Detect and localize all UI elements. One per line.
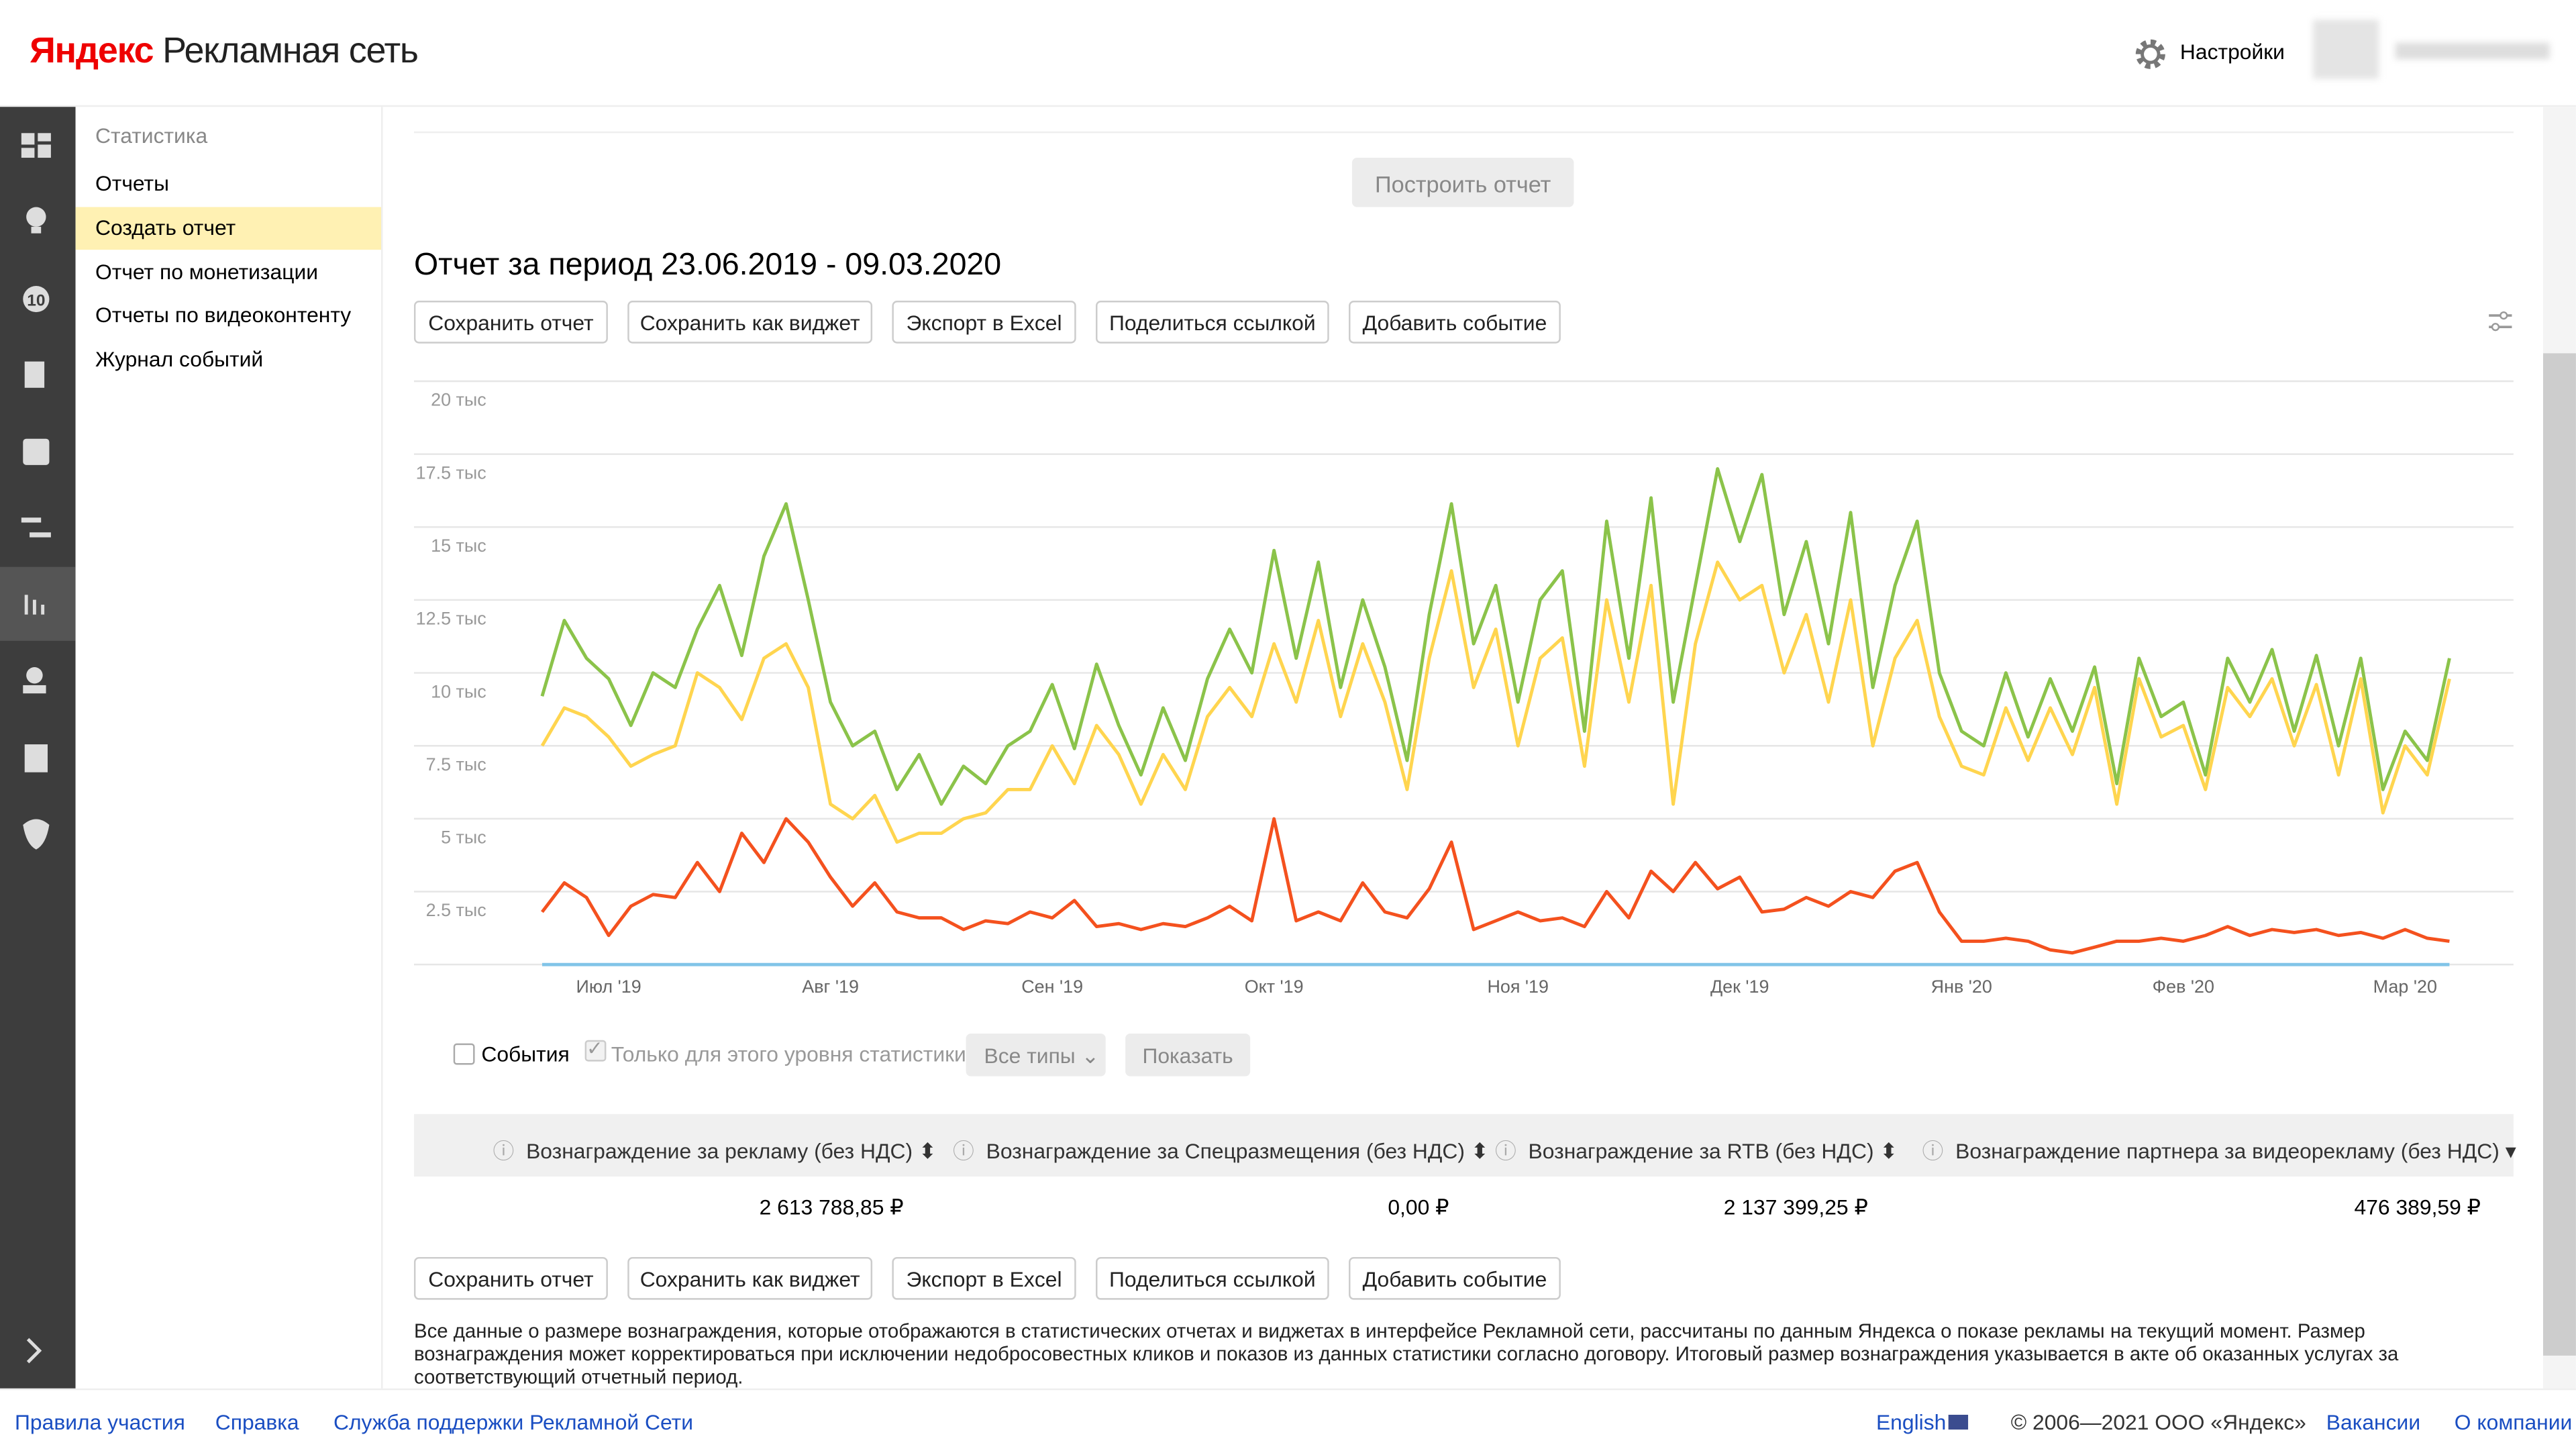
action-button[interactable]: Добавить событие bbox=[1349, 1256, 1561, 1300]
nav-item[interactable]: Создать отчет bbox=[95, 215, 236, 240]
events-checkbox[interactable] bbox=[453, 1043, 475, 1065]
logo-product: Рекламная сеть bbox=[162, 30, 419, 71]
footer-link[interactable]: Вакансии bbox=[2326, 1409, 2421, 1435]
header-text: Вознаграждение за RTB (без НДС) bbox=[1528, 1138, 1874, 1164]
sidebar: 10 bbox=[0, 107, 76, 1389]
y-tick-label: 12.5 тыс bbox=[416, 609, 486, 629]
x-tick-label: Дек '19 bbox=[1710, 977, 1769, 997]
x-tick-label: Июл '19 bbox=[576, 977, 641, 997]
table-header-cell[interactable]: ⓘ Вознаграждение партнера за видеореклам… bbox=[1922, 1138, 2516, 1164]
nav-item[interactable]: Отчет по монетизации bbox=[95, 259, 319, 285]
disclaimer: Все данные о размере вознаграждения, кот… bbox=[413, 1319, 2399, 1389]
nav-section: Статистика bbox=[95, 123, 208, 148]
table-cell: 2 137 399,25 ₽ bbox=[1723, 1194, 1868, 1219]
x-tick-label: Мар '20 bbox=[2373, 977, 2437, 997]
y-tick-label: 17.5 тыс bbox=[416, 462, 486, 483]
x-tick-label: Авг '19 bbox=[802, 977, 859, 997]
x-tick-label: Сен '19 bbox=[1021, 977, 1083, 997]
x-tick-label: Фев '20 bbox=[2153, 977, 2214, 997]
header-border bbox=[0, 105, 2576, 107]
y-tick-label: 2.5 тыс bbox=[426, 900, 486, 920]
types-select[interactable]: Все типы ⌄ bbox=[966, 1033, 1106, 1077]
events-label: События bbox=[481, 1042, 570, 1066]
logo[interactable]: Яндекс Рекламная сеть bbox=[30, 30, 419, 72]
divider bbox=[413, 131, 2514, 134]
gear-icon[interactable] bbox=[2132, 36, 2169, 72]
y-tick-label: 20 тыс bbox=[431, 390, 486, 410]
build-button[interactable]: Построить отчет bbox=[1351, 158, 1574, 207]
nav-active-bg bbox=[75, 207, 382, 250]
action-button[interactable]: Экспорт в Excel bbox=[892, 1256, 1076, 1300]
level-label: Только для этого уровня статистики bbox=[611, 1042, 966, 1066]
series-line bbox=[540, 817, 2450, 955]
footer-link[interactable]: О компании bbox=[2454, 1409, 2573, 1435]
nav-item[interactable]: Журнал событий bbox=[95, 346, 264, 372]
table-header-cell[interactable]: ⓘ Вознаграждение за рекламу (без НДС) ⬍ bbox=[493, 1138, 937, 1164]
types-select-text: Все типы bbox=[984, 1043, 1076, 1068]
action-button[interactable]: Сохранить отчет bbox=[413, 1256, 608, 1300]
header-text: Вознаграждение за рекламу (без НДС) bbox=[526, 1138, 913, 1164]
y-tick-label: 10 тыс bbox=[431, 681, 486, 701]
footer-link[interactable]: Правила участия bbox=[15, 1409, 185, 1435]
nav-border bbox=[381, 107, 383, 1389]
avatar[interactable] bbox=[2313, 19, 2379, 79]
footer-link[interactable]: Справка bbox=[215, 1409, 299, 1435]
chart: 2.5 тыс 5 тыс 7.5 тыс 10 тыс 12.5 тыс 15 тыс 1… bbox=[413, 380, 2514, 997]
header-text: Вознаграждение партнера за видеорекламу … bbox=[1955, 1138, 2500, 1164]
y-tick-label: 7.5 тыс bbox=[426, 754, 486, 775]
nav-item[interactable]: Отчеты по видеоконтенту bbox=[95, 302, 352, 328]
action-button[interactable]: Поделиться ссылкой bbox=[1096, 301, 1329, 344]
y-tick-label: 5 тыс bbox=[441, 828, 486, 848]
action-button[interactable]: Добавить событие bbox=[1349, 301, 1561, 344]
footer-link[interactable]: Служба поддержки Рекламной Сети bbox=[333, 1409, 694, 1435]
header-text: Вознаграждение за Спецразмещения (без НД… bbox=[986, 1138, 1465, 1164]
copyright: © 2006—2021 ООО «Яндекс» bbox=[2010, 1409, 2306, 1435]
settings-link[interactable]: Настройки bbox=[2179, 39, 2285, 64]
table-cell: 2 613 788,85 ₽ bbox=[759, 1194, 904, 1219]
action-button[interactable]: Сохранить как виджет bbox=[627, 301, 873, 344]
footer-border bbox=[0, 1388, 2576, 1391]
footer-link[interactable]: English bbox=[1875, 1409, 1947, 1435]
logo-brand: Яндекс bbox=[30, 30, 154, 71]
action-button[interactable]: Сохранить отчет bbox=[413, 301, 608, 344]
table-header-cell[interactable]: ⓘ Вознаграждение за RTB (без НДС) ⬍ bbox=[1494, 1138, 1898, 1164]
series-line bbox=[540, 560, 2451, 844]
series-line bbox=[540, 467, 2451, 806]
level-checkbox[interactable]: ✓ bbox=[584, 1038, 607, 1062]
action-button[interactable]: Поделиться ссылкой bbox=[1096, 1256, 1329, 1300]
x-tick-label: Янв '20 bbox=[1931, 977, 1992, 997]
x-tick-label: Окт '19 bbox=[1245, 977, 1304, 997]
table-header bbox=[413, 1113, 2514, 1177]
chart-settings-icon[interactable] bbox=[2487, 309, 2514, 335]
table-cell: 476 389,59 ₽ bbox=[2354, 1194, 2481, 1219]
report-title: Отчет за период 23.06.2019 - 09.03.2020 bbox=[413, 248, 1002, 283]
flag-icon bbox=[1948, 1414, 1969, 1430]
nav-item[interactable]: Отчеты bbox=[95, 170, 170, 196]
scrollbar[interactable] bbox=[2542, 107, 2576, 1389]
sidebar-badge: 10 bbox=[27, 291, 45, 309]
table-cell: 0,00 ₽ bbox=[1388, 1194, 1449, 1219]
x-tick-label: Ноя '19 bbox=[1487, 977, 1549, 997]
user-name[interactable] bbox=[2395, 42, 2550, 60]
y-tick-label: 15 тыс bbox=[431, 536, 486, 556]
table-header-cell[interactable]: ⓘ Вознаграждение за Спецразмещения (без … bbox=[953, 1138, 1489, 1164]
action-button[interactable]: Сохранить как виджет bbox=[627, 1256, 873, 1300]
action-button[interactable]: Экспорт в Excel bbox=[892, 301, 1076, 344]
show-button[interactable]: Показать bbox=[1125, 1033, 1251, 1077]
